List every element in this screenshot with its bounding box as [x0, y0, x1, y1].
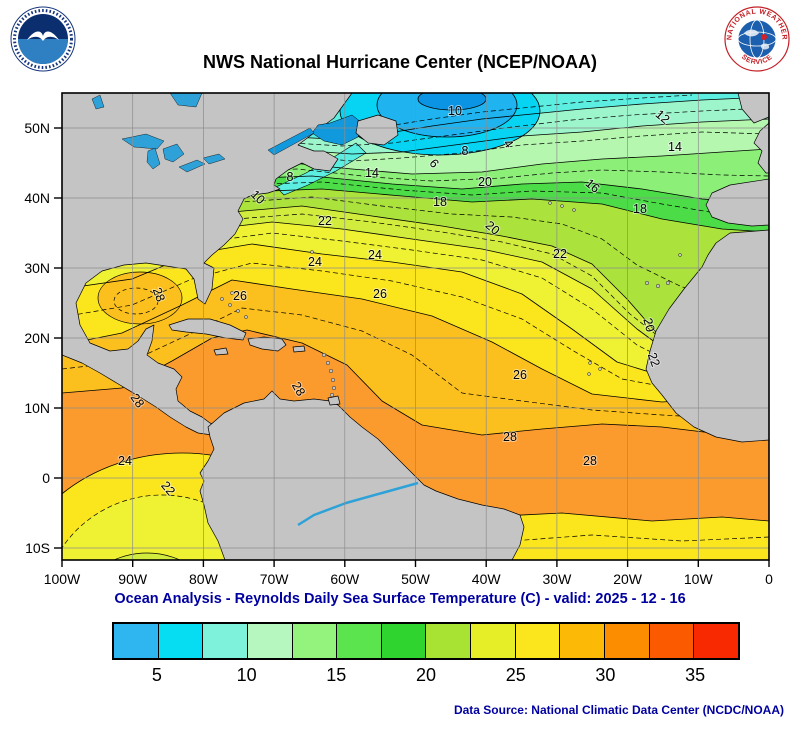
azores-islands — [548, 201, 576, 212]
colorbar-tick-label: 35 — [685, 665, 706, 685]
x-tick-label: 90W — [118, 571, 148, 587]
contour-label: 14 — [365, 166, 379, 180]
colorbar-cell — [649, 624, 695, 658]
x-tick-label: 80W — [189, 571, 219, 587]
contour-label: 18 — [433, 195, 447, 209]
puerto-rico-island — [292, 345, 306, 353]
contour-label: 18 — [633, 202, 647, 216]
y-tick-label: 50N — [24, 120, 50, 136]
y-tick-label: 0 — [42, 470, 50, 486]
colorbar-cell — [426, 624, 472, 658]
colorbar-cell — [560, 624, 606, 658]
contour-label: 22 — [318, 214, 332, 228]
data-source-note: Data Source: National Climatic Data Cent… — [453, 703, 784, 717]
iberia-landmass — [705, 178, 769, 227]
colorbar-cell — [292, 624, 338, 658]
contour-label: 26 — [373, 287, 387, 301]
south-america-landmass — [199, 390, 525, 560]
contour-label: 8 — [287, 170, 294, 184]
x-tick-label: 10W — [684, 571, 714, 587]
contour-label: 24 — [118, 454, 132, 468]
map-subtitle: Ocean Analysis - Reynolds Daily Sea Surf… — [114, 591, 686, 607]
colorbar-cell — [203, 624, 248, 658]
colorbar-cell — [605, 624, 650, 658]
bermuda-island — [310, 250, 314, 254]
contour-label: 26 — [233, 289, 247, 303]
contour-label: 24 — [368, 248, 382, 262]
grid-layer — [62, 93, 769, 560]
x-tick-label: 50W — [401, 571, 431, 587]
colorbar-cell — [471, 624, 516, 658]
colorbar-cell — [381, 624, 427, 658]
british-isles-landmass — [737, 93, 769, 124]
y-tick-label: 40N — [24, 190, 50, 206]
colorbar — [112, 622, 740, 660]
colorbar-tick-label: 20 — [415, 665, 437, 685]
page-title: NWS National Hurricane Center (NCEP/NOAA… — [202, 52, 598, 72]
x-tick-label: 100W — [44, 571, 81, 587]
amazon-river — [297, 481, 419, 527]
cuba-island — [168, 318, 247, 341]
x-tick-label: 20W — [613, 571, 643, 587]
colorbar-cell — [247, 624, 293, 658]
contour-label: 26 — [513, 368, 527, 382]
canary-madeira-islands — [645, 253, 682, 288]
y-axis: 50N 40N 30N 20N 10N 0 10S — [24, 120, 62, 556]
africa-landmass — [645, 229, 769, 443]
contour-label: 22 — [645, 351, 663, 369]
contour-label: 22 — [553, 247, 567, 261]
hispaniola-island — [247, 336, 287, 352]
colorbar-tick-label: 25 — [505, 665, 526, 685]
colorbar-cell — [337, 624, 382, 658]
x-tick-label: 30W — [543, 571, 573, 587]
x-axis: 100W 90W 80W 70W 60W 50W 40W 30W 20W 10W 0 — [44, 560, 773, 587]
noaa-logo — [10, 6, 76, 72]
contour-label: 20 — [640, 316, 657, 333]
nws-logo: NATIONAL WEATHER SERVICE — [724, 6, 790, 72]
lake-winnipeg — [91, 94, 105, 110]
y-tick-label: 10N — [24, 400, 50, 416]
contour-label: 14 — [668, 140, 682, 154]
cape-verde-islands — [587, 361, 602, 376]
land-layer — [62, 93, 769, 560]
x-tick-label: 70W — [260, 571, 290, 587]
contour-label: 28 — [150, 286, 168, 304]
y-tick-label: 30N — [24, 260, 50, 276]
contour-label: 24 — [308, 255, 322, 269]
trinidad-island — [327, 395, 341, 406]
contour-label: 20 — [478, 175, 492, 189]
contour-label: 28 — [503, 430, 517, 444]
x-tick-label: 60W — [330, 571, 360, 587]
james-bay — [169, 93, 203, 108]
y-tick-label: 20N — [24, 330, 50, 346]
colorbar-tick-label: 5 — [151, 665, 162, 685]
contour-label: 28 — [583, 454, 597, 468]
st-lawrence-river — [267, 127, 315, 156]
bahamas-islands — [220, 291, 248, 319]
colorbar-cell — [158, 624, 204, 658]
lesser-antilles-islands — [322, 353, 337, 398]
colorbar-cell — [114, 624, 159, 658]
contour-label: 8 — [462, 144, 469, 158]
x-tick-label: 0 — [765, 571, 773, 587]
colorbar-cell — [694, 624, 738, 658]
contour-label: 10 — [448, 104, 462, 118]
colorbar-tick-label: 15 — [326, 665, 347, 685]
jamaica-island — [213, 347, 229, 356]
x-tick-label: 40W — [472, 571, 502, 587]
colorbar-labels: 5 10 15 20 25 30 35 — [112, 665, 740, 689]
newfoundland-island — [355, 114, 399, 146]
colorbar-tick-label: 30 — [595, 665, 616, 685]
colorbar-cell — [515, 624, 561, 658]
colorbar-tick-label: 10 — [236, 665, 257, 685]
y-tick-label: 10S — [25, 540, 50, 556]
nws-emblem-icon: NATIONAL WEATHER SERVICE — [724, 6, 790, 72]
noaa-emblem-icon — [10, 6, 76, 72]
